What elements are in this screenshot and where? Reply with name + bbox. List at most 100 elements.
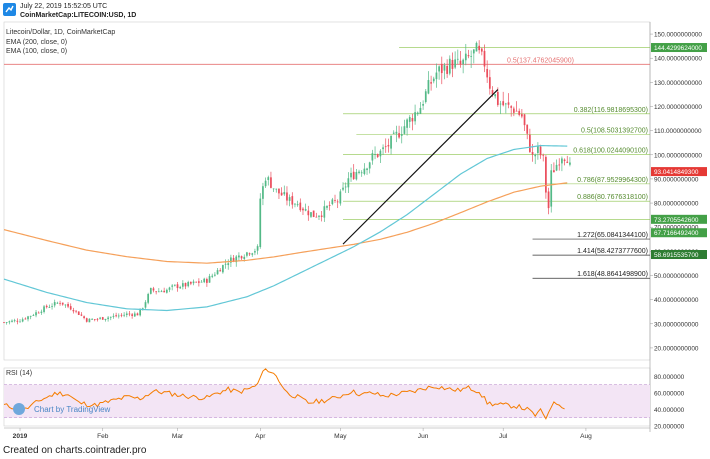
candle-body [483,50,486,67]
chart-legend-title: Litecoin/Dollar, 1D, CoinMarketCap [6,29,115,36]
candle-body [67,303,69,307]
candle-body [230,257,232,263]
fib-extension-label: 1.414(58.4273777600) [577,248,648,255]
candle-body [16,320,19,322]
trendline[interactable] [342,89,499,245]
candle-body [216,270,219,275]
candle-body [561,158,563,164]
candle-body [101,317,104,320]
candle-body [438,66,440,72]
candle-body [310,212,312,217]
candle-body [553,170,555,173]
ema200-line [3,182,568,264]
candle-body [189,281,192,284]
price-tag [651,214,707,224]
candle-body [339,191,342,204]
time-tick-label: Jul [499,433,508,440]
candle-body [117,315,120,317]
main-pane-border [3,21,651,361]
candle-body [141,308,144,310]
candle-body [200,281,203,283]
candle-body [432,78,435,82]
candle-body [181,283,184,287]
candle-body [318,215,320,217]
price-tick-label: 150.0000000000 [654,32,702,39]
price-tag [651,167,707,177]
candle-body [120,314,123,316]
candle-body [531,151,534,155]
fib-level-label: 0.786(87.9529964300) [577,177,648,184]
candle-body [331,199,334,205]
candle-body [398,133,400,138]
candle-body [336,201,339,203]
candle-body [304,209,307,211]
candle-body [27,316,29,320]
candle-body [355,172,358,180]
candle-body [371,153,374,161]
candle-body [499,103,502,105]
candle-body [77,311,80,315]
candle-body [296,204,299,206]
candle-body [328,205,331,206]
time-tick-label: Jun [418,433,429,440]
time-tick-label: Mar [172,433,184,440]
candle-body [440,63,443,74]
tradingview-watermark[interactable]: Chart by TradingView [13,403,111,415]
candle-body [227,263,230,266]
candle-body [302,208,304,211]
candle-body [147,293,150,303]
candle-body [515,110,518,112]
candle-body [32,315,35,316]
tradingview-icon [13,403,25,415]
candle-body [539,146,542,156]
candle-body [488,77,491,89]
candle-body [395,131,398,134]
candle-body [419,107,422,114]
candle-body [518,110,521,115]
symbol-label: CoinMarketCap:LITECOIN:USD, 1D [20,12,137,19]
candle-body [224,263,227,265]
candle-body [542,154,545,156]
candle-body [504,103,507,105]
candle-body [21,319,24,322]
candle-body [507,102,510,105]
candle-body [75,310,77,312]
candle-body [211,275,214,277]
candle-body [61,302,64,305]
candle-body [104,318,107,320]
candle-body [323,206,326,218]
candle-body [163,290,166,293]
candle-body [502,101,505,106]
candle-body [408,117,411,122]
candle-body [400,134,403,136]
resistance-label: 0.5(137.4762045900) [507,57,574,64]
candle-body [171,285,174,287]
candle-body [390,135,392,149]
price-tick-label: 140.0000000000 [654,56,702,63]
candle-body [529,134,531,152]
candle-body [555,164,558,171]
candle-body [510,106,513,108]
candle-body [219,270,222,272]
candle-body [136,313,139,316]
candle-body [214,274,216,276]
candle-body [379,150,382,157]
candle-body [286,192,288,201]
time-tick-label: Apr [255,433,266,440]
price-tick-label: 130.0000000000 [654,80,702,87]
candle-body [275,188,278,190]
candle-body [272,188,275,190]
candle-body [526,124,529,134]
candle-body [486,69,489,78]
candle-body [462,59,465,65]
candle-body [558,164,561,166]
rsi-legend: RSI (14) [6,370,32,377]
candle-body [91,319,93,320]
candle-body [326,206,328,208]
fib-level-label: 0.5(108.5031392700) [581,127,648,134]
candle-body [347,178,350,188]
candle-body [350,172,352,178]
price-tag [651,43,707,53]
candle-body [358,171,360,174]
